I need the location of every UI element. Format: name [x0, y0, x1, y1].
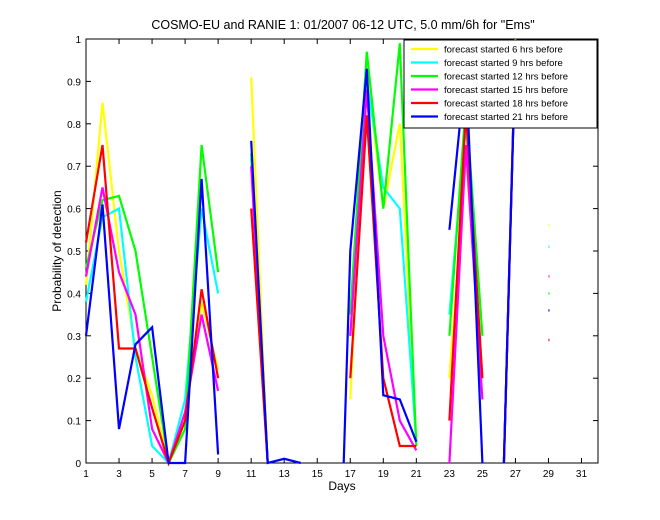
- x-tick-label: 11: [246, 469, 257, 480]
- x-tick-label: 9: [215, 469, 221, 480]
- x-tick-label: 5: [149, 469, 155, 480]
- legend-label: forecast started 18 hrs before: [444, 99, 568, 110]
- x-tick-label: 13: [279, 469, 291, 480]
- y-tick-label: 0.5: [67, 247, 81, 258]
- x-tick-label: 19: [378, 469, 390, 480]
- series-line-segment: [250, 140, 301, 465]
- x-tick-label: 1: [83, 469, 89, 480]
- y-tick-label: 0.1: [67, 417, 81, 428]
- x-tick-label: 25: [477, 469, 489, 480]
- legend-label: forecast started 15 hrs before: [444, 85, 568, 96]
- x-tick-label: 3: [116, 469, 122, 480]
- x-tick-label: 29: [543, 469, 555, 480]
- series-line-segment: [84, 144, 220, 467]
- x-tick-label: 15: [312, 469, 324, 480]
- x-tick-label: 27: [510, 469, 522, 480]
- legend-label: forecast started 9 hrs before: [444, 58, 563, 69]
- chart-title: COSMO-EU and RANIE 1: 01/2007 06-12 UTC,…: [151, 18, 534, 32]
- x-tick-label: 17: [345, 469, 357, 480]
- y-tick-label: 0: [75, 459, 81, 470]
- series-line-segment: [84, 144, 220, 467]
- y-tick-label: 1: [75, 35, 81, 46]
- x-axis-label: Days: [328, 479, 355, 493]
- series-line-segment: [349, 89, 418, 451]
- y-tick-label: 0.6: [67, 205, 81, 216]
- legend: forecast started 6 hrs before forecast st…: [403, 39, 598, 129]
- y-tick-label: 0.9: [67, 77, 81, 88]
- series-line-segment: [84, 178, 220, 465]
- y-tick-label: 0.2: [67, 374, 81, 385]
- legend-label: forecast started 6 hrs before: [444, 45, 563, 56]
- x-tick-label: 31: [576, 469, 588, 480]
- y-tick-label: 0.7: [67, 162, 81, 173]
- x-tick-label: 23: [444, 469, 456, 480]
- legend-box: [403, 39, 598, 129]
- y-tick-label: 0.4: [67, 289, 81, 300]
- x-tick-label: 21: [411, 469, 423, 480]
- legend-label: forecast started 21 hrs before: [444, 112, 568, 123]
- y-axis-label: Probability of detection: [50, 190, 64, 311]
- legend-label: forecast started 12 hrs before: [444, 72, 568, 83]
- y-tick-label: 0.3: [67, 332, 81, 343]
- y-tick-label: 0.8: [67, 120, 81, 131]
- y-axis: 0 0.1 0.2 0.3 0.4 0.5 0.6 0.7 0.8 0.9 1: [67, 35, 598, 470]
- series-line-segment: [342, 68, 418, 464]
- x-tick-label: 7: [182, 469, 188, 480]
